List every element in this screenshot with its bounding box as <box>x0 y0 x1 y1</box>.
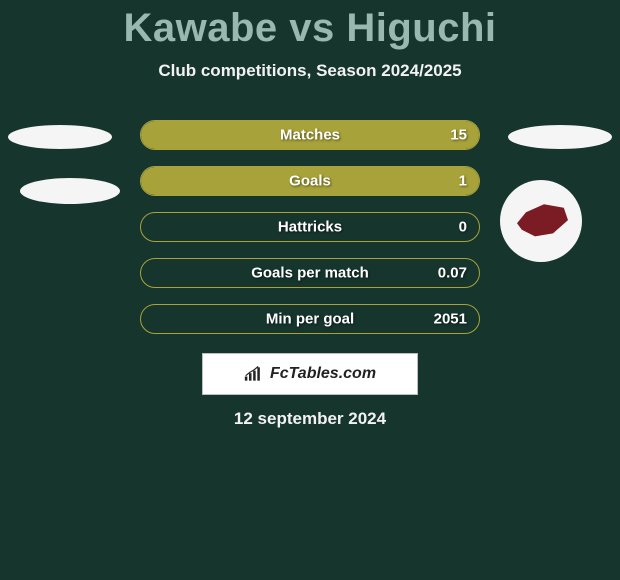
stat-bar-matches: Matches 15 <box>140 120 480 150</box>
stat-label: Hattricks <box>278 219 342 236</box>
stat-bar-hattricks: Hattricks 0 <box>140 212 480 242</box>
player-right-placeholder <box>508 125 612 149</box>
team-logo-right <box>500 180 582 262</box>
stat-value: 0 <box>459 219 467 236</box>
bars-icon <box>244 366 264 382</box>
page-title: Kawabe vs Higuchi <box>0 0 620 51</box>
brand-text: FcTables.com <box>270 365 376 383</box>
stat-label: Min per goal <box>266 311 354 328</box>
stat-bar-goals: Goals 1 <box>140 166 480 196</box>
subtitle: Club competitions, Season 2024/2025 <box>0 61 620 81</box>
date-text: 12 september 2024 <box>234 409 386 429</box>
stat-value: 2051 <box>434 311 467 328</box>
stat-bar-min-per-goal: Min per goal 2051 <box>140 304 480 334</box>
brand-box[interactable]: FcTables.com <box>202 353 418 395</box>
stat-bar-goals-per-match: Goals per match 0.07 <box>140 258 480 288</box>
player-left-placeholder-1 <box>8 125 112 149</box>
stats-container: Matches 15 Goals 1 Hattricks 0 Goals per… <box>140 120 480 350</box>
player-left-placeholder-2 <box>20 178 120 204</box>
stat-value: 0.07 <box>438 265 467 282</box>
stat-label: Matches <box>280 127 340 144</box>
stat-value: 1 <box>459 173 467 190</box>
stat-value: 15 <box>450 127 467 144</box>
stat-label: Goals per match <box>251 265 369 282</box>
stat-label: Goals <box>289 173 331 190</box>
coyote-icon <box>511 199 571 243</box>
